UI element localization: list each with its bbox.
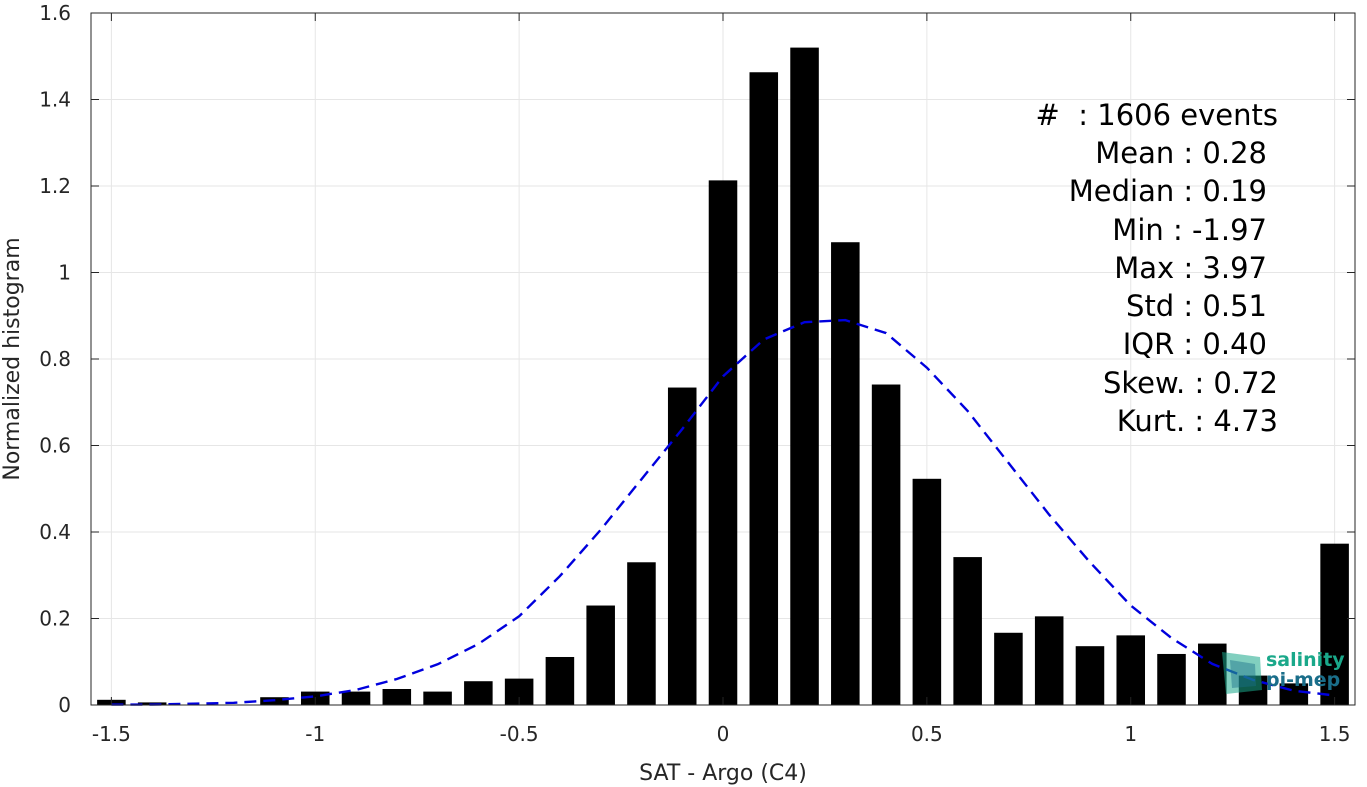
histogram-bar [1034,616,1064,705]
stat-std: Std : 0.51 [1126,289,1267,323]
salinity-pi-mep-logo: salinity pi-mep [1222,649,1345,694]
stat-mean: Mean : 0.28 [1095,136,1267,170]
logo-line2: pi-mep [1266,669,1340,691]
histogram-bar [464,681,493,705]
histogram-bar [382,688,412,705]
axis-ticks [91,12,1355,706]
histogram-bar [423,691,452,705]
histogram-bar [545,656,575,705]
histogram-bar [1116,635,1146,705]
histogram-bar [667,387,697,705]
y-tick-label: 1.4 [39,88,71,112]
y-tick-label: 1 [58,261,71,285]
y-tick-label: 0.2 [39,607,71,631]
y-axis-label: Normalized histogram [0,237,25,480]
histogram-bar [1320,543,1349,705]
stat-iqr: IQR : 0.40 [1123,327,1267,361]
stat-min: Min : -1.97 [1112,213,1267,247]
histogram-bar [586,605,615,705]
stats-annotation: # : 1606 events Mean : 0.28 Median : 0.1… [1036,98,1278,438]
histogram-bar [1075,646,1105,705]
x-tick-label: 1.5 [1319,722,1351,746]
histogram-bar [953,557,982,705]
x-tick-label: -0.5 [500,722,539,746]
stat-kurt: Kurt. : 4.73 [1117,404,1278,438]
x-tick-label: -1 [305,722,325,746]
stat-max: Max : 3.97 [1114,251,1267,285]
histogram-bar [708,180,738,705]
logo-mark-icon-shade [1230,660,1256,688]
x-tick-label: 1 [1124,722,1137,746]
y-tick-label: 0.4 [39,520,71,544]
histogram-bar [912,478,942,705]
y-tick-label: 0.6 [39,434,71,458]
histogram-bar [790,47,819,706]
normal-fit-curve [111,318,1335,706]
x-tick-label: 0.5 [911,722,943,746]
histogram-bar [871,384,901,705]
x-axis-label: SAT - Argo (C4) [639,761,807,786]
histogram-bar [749,72,779,705]
histogram-bar [1157,653,1186,705]
stat-events: # : 1606 events [1036,98,1278,132]
x-tick-label: -1.5 [92,722,131,746]
y-tick-label: 0.8 [39,347,71,371]
y-tick-label: 1.2 [39,174,71,198]
histogram-bar [994,632,1023,705]
histogram-bar [627,562,656,705]
stat-median: Median : 0.19 [1069,174,1267,208]
histogram-bar [831,242,860,705]
histogram-bar [1198,643,1227,705]
x-tick-label: 0 [717,722,730,746]
y-tick-label: 1.6 [39,1,71,25]
histogram-bar [341,691,371,705]
y-tick-label: 0 [58,693,71,717]
logo-mark-icon [1222,652,1262,694]
stat-skew: Skew. : 0.72 [1103,366,1278,400]
x-tick-labels: -1.5 -1 -0.5 0 0.5 1 1.5 [92,722,1351,746]
y-tick-labels: 0 0.2 0.4 0.6 0.8 1 1.2 1.4 1.6 [39,1,71,717]
logo-line1: salinity [1266,649,1345,671]
